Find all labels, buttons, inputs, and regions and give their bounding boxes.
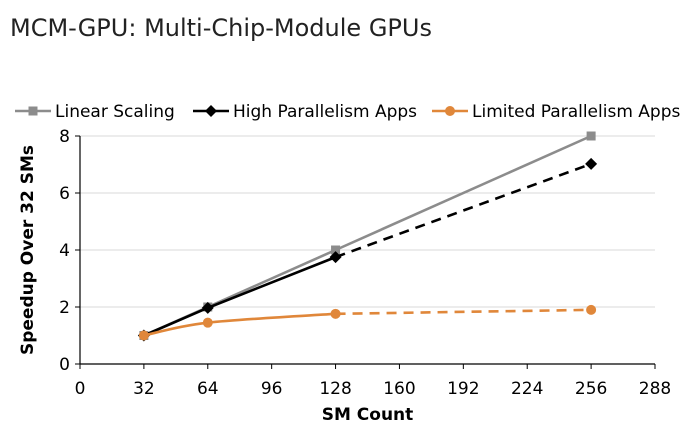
data-point-limited [202,317,213,328]
legend-swatch-marker [445,106,455,116]
data-point-high [585,157,598,170]
x-tick-label: 96 [261,379,283,399]
legend-label: Linear Scaling [55,102,175,122]
data-point-high [329,251,342,264]
x-axis-title: SM Count [322,405,414,425]
y-tick-label: 4 [59,241,70,261]
series-dashed-line-limited [335,308,592,316]
data-point-limited [586,304,597,315]
series-lines [137,131,598,342]
x-tick-label: 192 [447,379,479,399]
grid-lines [80,135,655,308]
legend-swatch-marker [28,106,38,116]
x-tick-label: 288 [639,379,671,399]
data-point-limited [138,330,149,341]
y-tick-label: 0 [59,355,70,375]
page-title: MCM-GPU: Multi-Chip-Module GPUs [10,14,432,42]
x-tick-label: 0 [75,379,86,399]
x-tick-label: 224 [511,379,543,399]
series-limited [138,304,597,341]
data-point-linear [331,245,341,255]
data-point-limited [330,308,341,319]
series-line-high [143,255,337,337]
axes [75,135,656,369]
x-tick-label: 32 [133,379,155,399]
y-axis-title: Speedup Over 32 SMs [18,145,38,355]
y-tick-label: 2 [59,298,70,318]
data-point-linear [586,131,596,141]
legend: Linear Scaling High Parallelism Apps Limit… [15,102,680,122]
x-tick-label: 128 [319,379,351,399]
legend-swatch-marker [205,105,217,117]
x-tick-label: 64 [197,379,219,399]
series-line-limited [143,312,336,337]
series-dashed-line-high [335,162,592,259]
x-tick-label: 256 [575,379,607,399]
data-point-high [201,301,214,314]
y-tick-label: 8 [59,127,70,147]
legend-label: High Parallelism Apps [233,102,417,122]
y-tick-label: 6 [59,184,70,204]
legend-item-linear: Linear Scaling [15,102,175,122]
tick-labels: 0 32 64 96 128 160 192 224 256 288 0 2 4 6 8 [59,127,671,399]
x-tick-label: 160 [383,379,415,399]
legend-item-high: High Parallelism Apps [193,102,417,122]
legend-item-limited: Limited Parallelism Apps [432,102,680,122]
legend-label: Limited Parallelism Apps [472,102,680,122]
